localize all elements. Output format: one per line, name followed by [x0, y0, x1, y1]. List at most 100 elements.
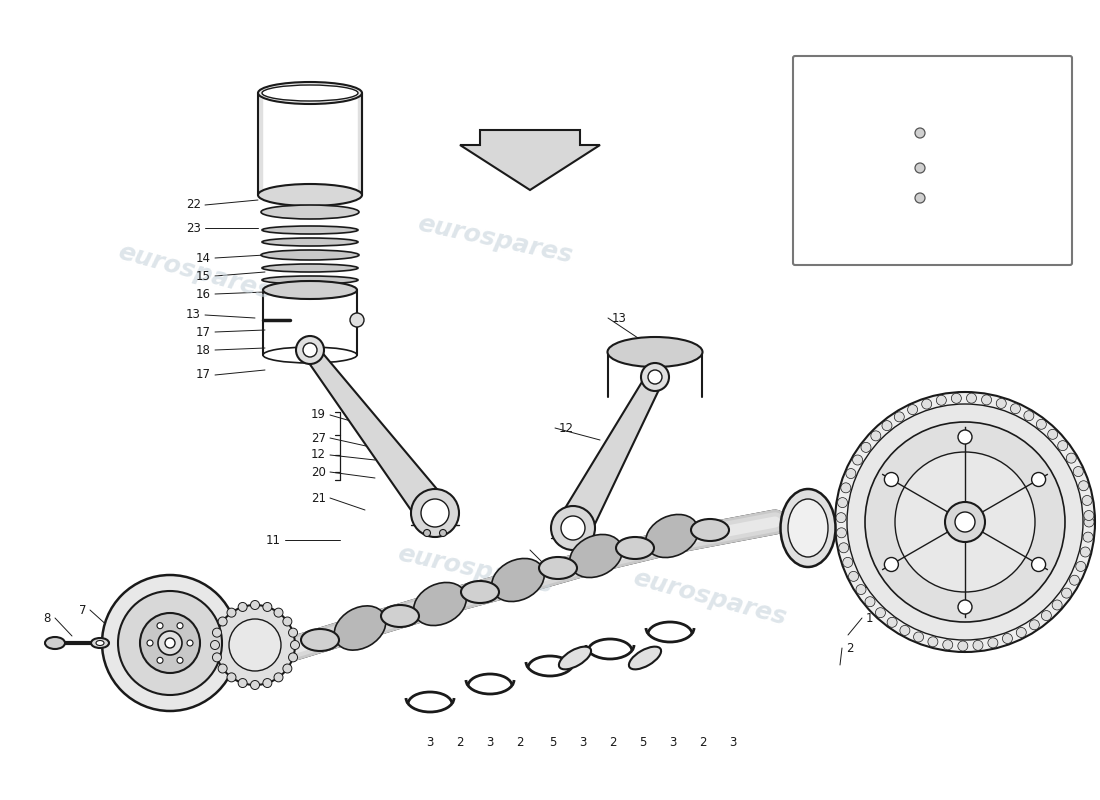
Text: 24: 24: [801, 171, 816, 185]
Text: 23: 23: [186, 222, 201, 234]
Circle shape: [157, 622, 163, 629]
Circle shape: [263, 602, 272, 611]
Circle shape: [967, 393, 977, 403]
Ellipse shape: [258, 82, 362, 104]
Text: 27: 27: [311, 431, 326, 445]
Text: 13: 13: [612, 311, 627, 325]
Circle shape: [302, 343, 317, 357]
Ellipse shape: [301, 629, 339, 651]
Text: 20: 20: [311, 466, 326, 478]
Circle shape: [1082, 495, 1092, 506]
Text: 7: 7: [78, 603, 86, 617]
Text: 13: 13: [186, 309, 201, 322]
Circle shape: [852, 455, 862, 465]
Circle shape: [876, 608, 886, 618]
Circle shape: [561, 516, 585, 540]
Ellipse shape: [91, 638, 109, 648]
Text: 11: 11: [266, 534, 280, 546]
Ellipse shape: [45, 637, 65, 649]
Circle shape: [846, 469, 856, 478]
Circle shape: [1066, 453, 1076, 463]
Circle shape: [1030, 620, 1040, 630]
Circle shape: [238, 678, 248, 687]
Ellipse shape: [539, 557, 578, 579]
Text: 3: 3: [486, 735, 494, 749]
Circle shape: [1032, 473, 1046, 486]
Text: 14: 14: [196, 251, 211, 265]
Ellipse shape: [262, 264, 358, 272]
Ellipse shape: [646, 514, 698, 558]
Ellipse shape: [461, 581, 499, 603]
Circle shape: [861, 442, 871, 452]
Circle shape: [1069, 575, 1079, 586]
Text: 10: 10: [862, 578, 877, 591]
Circle shape: [140, 613, 200, 673]
Circle shape: [922, 399, 932, 409]
Text: 2: 2: [846, 642, 854, 654]
Circle shape: [913, 632, 924, 642]
Circle shape: [1047, 430, 1058, 439]
Circle shape: [288, 653, 297, 662]
Circle shape: [424, 530, 430, 537]
Circle shape: [928, 637, 938, 646]
Circle shape: [838, 542, 849, 553]
Circle shape: [157, 658, 163, 663]
Circle shape: [887, 618, 898, 627]
Text: 6: 6: [117, 601, 124, 614]
Circle shape: [865, 597, 874, 606]
Polygon shape: [300, 350, 456, 513]
Text: 18: 18: [196, 343, 211, 357]
Text: 3: 3: [427, 735, 433, 749]
Ellipse shape: [781, 489, 836, 567]
Text: 2: 2: [516, 735, 524, 749]
Circle shape: [836, 528, 847, 538]
Text: 26: 26: [801, 214, 816, 226]
Ellipse shape: [96, 641, 104, 646]
Circle shape: [274, 608, 283, 617]
Ellipse shape: [381, 605, 419, 627]
Circle shape: [915, 128, 925, 138]
Circle shape: [836, 513, 846, 522]
Circle shape: [350, 313, 364, 327]
Text: 3: 3: [580, 735, 586, 749]
Circle shape: [102, 575, 238, 711]
Circle shape: [945, 502, 984, 542]
Text: 2: 2: [456, 735, 464, 749]
Ellipse shape: [258, 184, 362, 206]
Text: 3: 3: [669, 735, 676, 749]
Ellipse shape: [262, 238, 358, 246]
Circle shape: [958, 641, 968, 651]
Polygon shape: [258, 93, 262, 195]
Text: eurospares: eurospares: [415, 212, 575, 268]
Circle shape: [981, 395, 991, 405]
Circle shape: [283, 617, 292, 626]
Circle shape: [296, 336, 324, 364]
Text: 12: 12: [311, 449, 326, 462]
Ellipse shape: [263, 281, 358, 299]
Circle shape: [218, 617, 227, 626]
FancyBboxPatch shape: [793, 56, 1072, 265]
Circle shape: [1011, 404, 1021, 414]
Circle shape: [1074, 466, 1084, 477]
Ellipse shape: [616, 537, 654, 559]
Circle shape: [988, 638, 998, 648]
Circle shape: [1084, 510, 1093, 521]
Circle shape: [900, 626, 910, 635]
Circle shape: [840, 483, 850, 493]
Ellipse shape: [414, 582, 466, 626]
Text: 1: 1: [866, 611, 873, 625]
Circle shape: [1076, 562, 1086, 571]
Circle shape: [835, 392, 1094, 652]
Circle shape: [411, 489, 459, 537]
Text: 4: 4: [549, 558, 557, 571]
Circle shape: [1002, 634, 1012, 643]
Circle shape: [158, 631, 182, 655]
Circle shape: [1080, 547, 1090, 557]
Circle shape: [1016, 627, 1026, 638]
Circle shape: [895, 452, 1035, 592]
Circle shape: [871, 431, 881, 441]
Circle shape: [884, 473, 899, 486]
Ellipse shape: [261, 205, 359, 219]
Ellipse shape: [691, 519, 729, 541]
Polygon shape: [358, 93, 362, 195]
